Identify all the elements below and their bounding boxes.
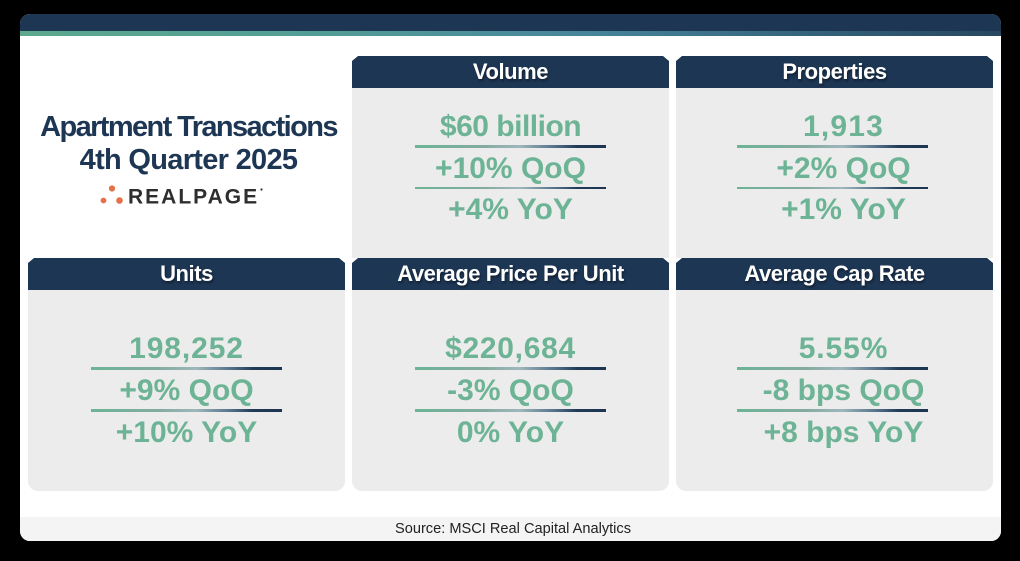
- svg-text:REALPAGE: REALPAGE: [128, 186, 259, 209]
